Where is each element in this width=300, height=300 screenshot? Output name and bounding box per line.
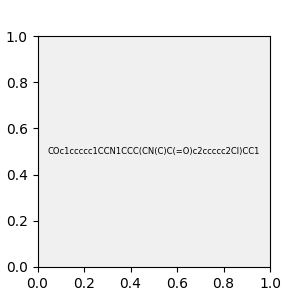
Text: COc1ccccc1CCN1CCC(CN(C)C(=O)c2ccccc2Cl)CC1: COc1ccccc1CCN1CCC(CN(C)C(=O)c2ccccc2Cl)C… bbox=[48, 147, 260, 156]
